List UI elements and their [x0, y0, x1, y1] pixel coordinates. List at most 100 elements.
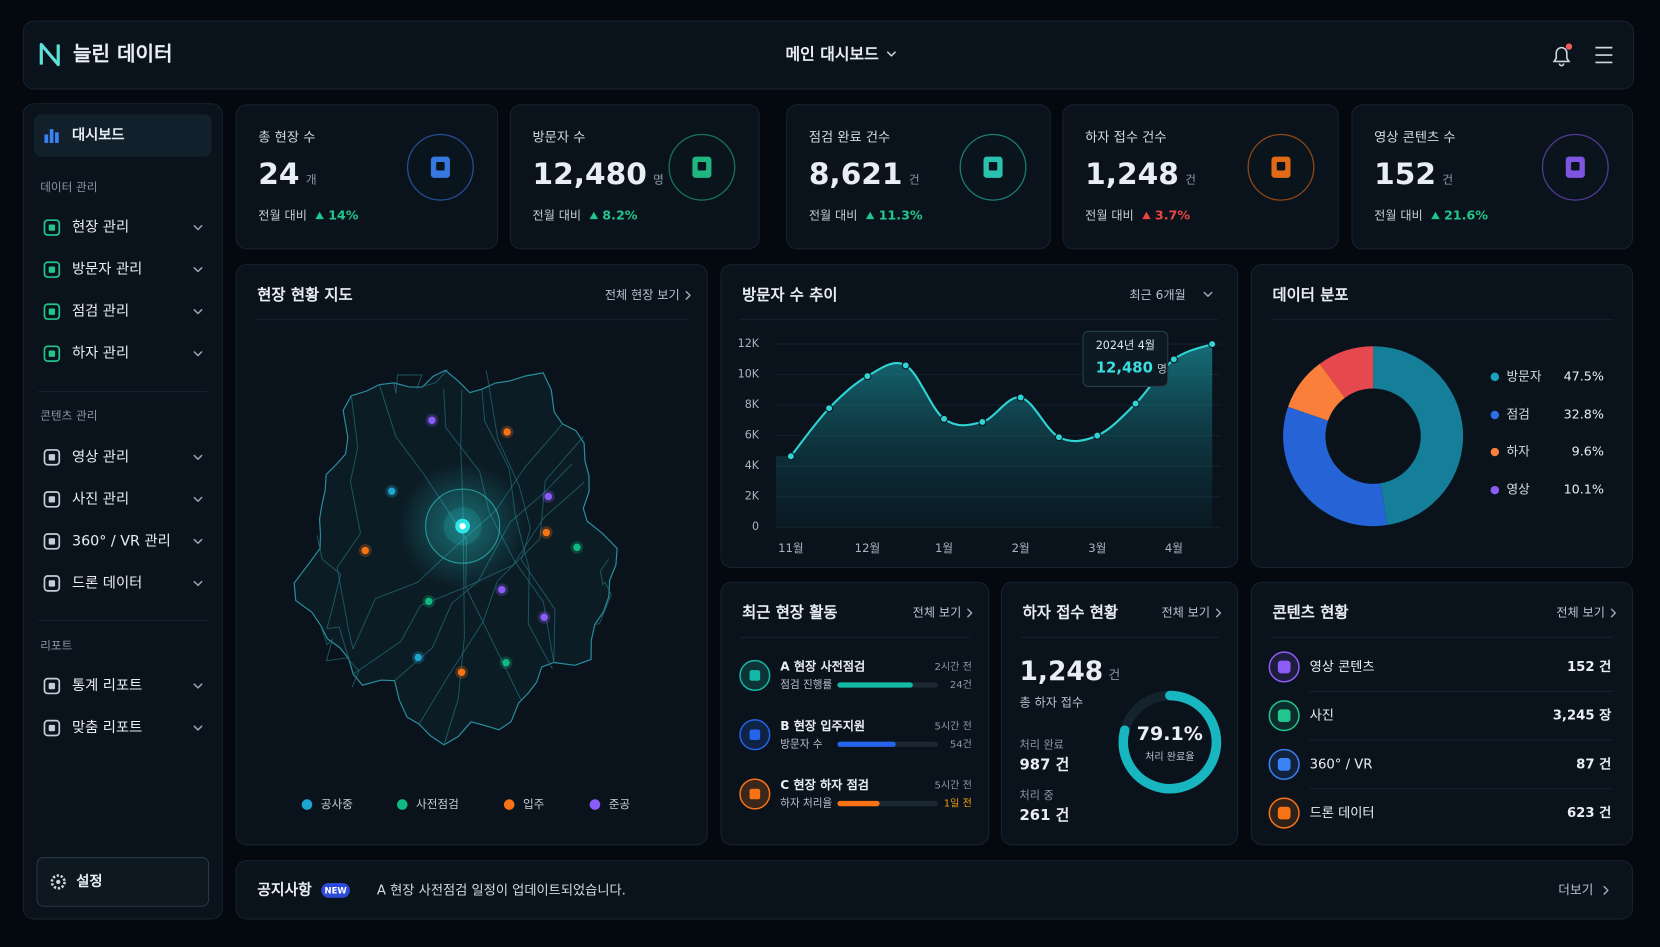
line-point[interactable] — [863, 372, 872, 381]
nav-item-active[interactable]: 대시보드 — [72, 127, 125, 144]
kpi-icon — [436, 161, 445, 171]
settings-label[interactable]: 설정 — [76, 872, 102, 890]
kpi-change: 21.6% — [1444, 207, 1488, 222]
defect-done-label: 처리 완료 — [1020, 738, 1064, 751]
content-name[interactable]: 360° / VR — [1310, 757, 1373, 772]
nav-item[interactable]: 드론 데이터 — [72, 574, 142, 591]
nav-item[interactable]: 통계 리포트 — [72, 677, 142, 694]
kpi-value: 24 — [258, 156, 299, 191]
activity-count: 1일 전 — [944, 798, 972, 810]
line-point[interactable] — [1054, 433, 1063, 442]
map-site[interactable] — [457, 668, 466, 676]
map-site[interactable] — [428, 416, 436, 425]
content-name[interactable]: 영상 콘텐츠 — [1310, 659, 1375, 675]
line-point[interactable] — [901, 361, 910, 370]
trend-arrow — [315, 211, 324, 220]
view-selector[interactable]: 메인 대시보드 — [786, 45, 880, 64]
nav-icon — [43, 345, 61, 362]
kpi-unit: 개 — [306, 172, 317, 186]
map-site[interactable] — [542, 528, 550, 537]
brand-name: 늘린 데이터 — [73, 42, 173, 66]
line-point[interactable] — [1208, 340, 1217, 349]
x-tick-label: 2월 — [1012, 541, 1030, 555]
line-point[interactable] — [1131, 399, 1140, 408]
map-site[interactable] — [502, 659, 510, 667]
activity-name[interactable]: A 현장 사전점검 — [780, 658, 865, 673]
activity-name[interactable]: B 현장 입주지원 — [780, 718, 865, 733]
activity-icon — [749, 788, 761, 800]
map-site[interactable] — [573, 543, 581, 552]
active-item-bg[interactable] — [33, 114, 212, 157]
legend-dot — [1490, 447, 1500, 457]
line-point[interactable] — [978, 417, 987, 426]
kpi-label: 방문자 수 — [533, 130, 586, 146]
panel-link[interactable]: 전체 보기 — [1161, 605, 1210, 619]
kpi-label: 영상 콘텐츠 수 — [1374, 130, 1455, 146]
nav-item[interactable]: 점검 관리 — [72, 303, 129, 320]
progress-bar — [837, 682, 913, 688]
notice-text[interactable]: A 현장 사전점검 일정이 업데이트되었습니다. — [377, 882, 626, 898]
content-icon — [1277, 758, 1291, 771]
nav-item[interactable]: 영상 관리 — [72, 448, 129, 465]
panel-link[interactable]: 전체 보기 — [1556, 605, 1605, 619]
nav-item[interactable]: 맞춤 리포트 — [72, 719, 142, 736]
line-point[interactable] — [786, 452, 795, 461]
x-tick-label: 3월 — [1088, 541, 1106, 555]
content-panel — [1250, 581, 1634, 846]
notification-dot — [1565, 43, 1573, 50]
line-point[interactable] — [1016, 393, 1025, 402]
donut-slice[interactable] — [1373, 346, 1464, 526]
kpi-value: 152 — [1374, 156, 1436, 191]
content-icon — [1277, 660, 1291, 674]
nav-icon — [48, 454, 56, 461]
activity-name[interactable]: C 현장 하자 점검 — [780, 777, 869, 792]
map-site[interactable] — [388, 487, 396, 495]
map-site[interactable] — [540, 613, 548, 621]
map-site[interactable] — [544, 492, 553, 501]
progress-bar — [837, 741, 896, 747]
y-tick-label: 8K — [745, 398, 760, 411]
kpi-unit: 건 — [1185, 172, 1196, 186]
donut-slice[interactable] — [1283, 406, 1388, 527]
line-point[interactable] — [825, 404, 834, 413]
period-selector[interactable]: 최근 6개월 — [1129, 288, 1185, 302]
nav-item[interactable]: 사진 관리 — [72, 490, 129, 507]
map-boundary — [336, 395, 361, 650]
line-point[interactable] — [1093, 431, 1102, 440]
map-site[interactable] — [414, 653, 422, 662]
legend-label: 점검 — [1506, 407, 1529, 422]
tooltip-date: 2024년 4월 — [1096, 339, 1155, 352]
value-label: 9.6% — [1572, 444, 1604, 459]
nav-item[interactable]: 현장 관리 — [72, 219, 129, 236]
map-site[interactable] — [498, 585, 506, 594]
map-site[interactable] — [503, 428, 511, 436]
nav-item[interactable]: 360° / VR 관리 — [72, 532, 171, 549]
nav-item[interactable]: 방문자 관리 — [72, 261, 142, 278]
panel-link[interactable]: 전체 현장 보기 — [605, 288, 680, 302]
panel-link[interactable]: 전체 보기 — [913, 605, 962, 619]
map-site[interactable] — [425, 597, 433, 606]
notice-more[interactable]: 더보기 — [1558, 882, 1593, 897]
donut-slice[interactable] — [1288, 363, 1345, 421]
trend-arrow — [1142, 211, 1151, 220]
notification-icon[interactable] — [1552, 46, 1571, 67]
line-point[interactable] — [940, 414, 949, 423]
notice-badge — [321, 882, 350, 898]
content-name[interactable]: 사진 — [1310, 708, 1334, 724]
content-value: 152 건 — [1567, 658, 1611, 675]
defect-unit: 건 — [1108, 667, 1120, 682]
settings-button[interactable] — [36, 857, 210, 907]
logo-icon — [39, 42, 60, 67]
content-name[interactable]: 드론 데이터 — [1310, 805, 1375, 821]
nav-item[interactable]: 하자 관리 — [72, 345, 129, 362]
map-boundary — [418, 435, 585, 725]
line-point[interactable] — [1169, 355, 1178, 364]
map-boundary — [485, 370, 556, 663]
map-focus-point — [459, 522, 466, 530]
activity-metric: 방문자 수 — [780, 738, 823, 750]
map-site[interactable] — [361, 546, 369, 555]
nav-icon — [43, 491, 61, 508]
line-area — [776, 344, 1213, 528]
kpi-value: 1,248 — [1085, 156, 1179, 191]
donut-slice[interactable] — [1319, 346, 1374, 398]
